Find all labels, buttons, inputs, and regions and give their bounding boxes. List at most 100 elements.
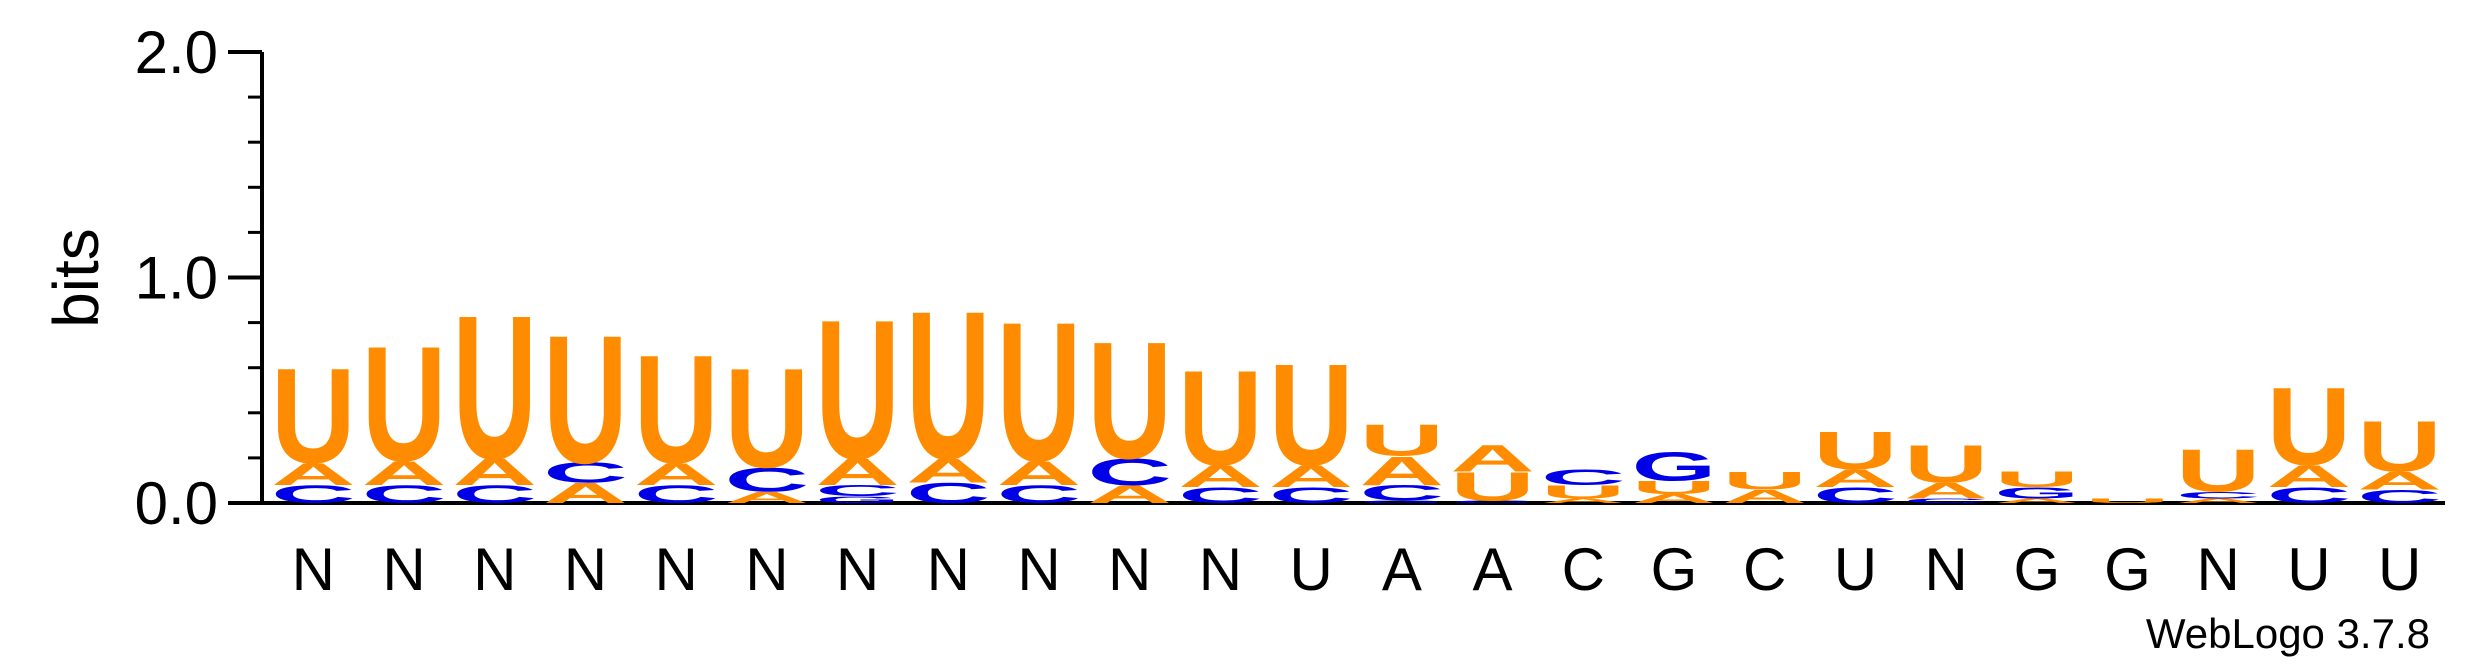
- logo-letter: C: [815, 482, 900, 500]
- logo-letter: U: [1360, 416, 1445, 465]
- logo-column: AU: [1722, 467, 1807, 507]
- x-position-label: N: [927, 536, 970, 603]
- logo-letter: A: [1269, 459, 1354, 494]
- logo-letter: C: [2176, 490, 2261, 501]
- logo-letter: C: [1087, 451, 1172, 493]
- logo-column: CAU: [2357, 406, 2442, 507]
- logo-letter: U: [362, 313, 447, 496]
- logo-letter: U: [271, 339, 356, 491]
- logo-column: CAU: [1904, 435, 1989, 505]
- logo-letter: A: [1904, 479, 1989, 504]
- logo-letter: U: [1632, 477, 1717, 498]
- logo-letter: U: [1904, 435, 1989, 495]
- y-tick-label: 1.0: [135, 245, 218, 312]
- x-position-label: N: [1199, 536, 1242, 603]
- logo-letter: A: [2357, 467, 2442, 495]
- logo-letter: G: [1994, 485, 2079, 502]
- logo-column: CAU: [1178, 342, 1263, 508]
- x-position-label: N: [564, 536, 607, 603]
- y-axis: 0.0 1.0 2.0: [135, 19, 2445, 537]
- logo-letter: C: [997, 480, 1082, 508]
- logo-letter: C: [1360, 481, 1445, 506]
- x-position-label: N: [1924, 536, 1967, 603]
- x-position-label: G: [1651, 536, 1698, 603]
- logo-letter: U: [1178, 342, 1263, 494]
- logo-letter: U: [1269, 334, 1354, 496]
- x-position-label: N: [2197, 536, 2240, 603]
- x-position-label: N: [473, 536, 516, 603]
- logo-letter: G: [815, 495, 900, 506]
- logo-column: CAU: [1813, 421, 1898, 508]
- logo-letter: A: [1360, 448, 1445, 494]
- logo-letter: A: [1632, 492, 1717, 506]
- logo-letter: A: [815, 451, 900, 493]
- logo-column: CAU: [452, 274, 537, 509]
- logo-column: U: [2085, 497, 2170, 504]
- y-tick-label: 0.0: [135, 470, 218, 537]
- logo-letter: U: [1813, 421, 1898, 481]
- logo-letter: C: [1541, 465, 1626, 490]
- logo-letter: C: [2357, 486, 2442, 507]
- logo-letter: U: [906, 268, 991, 504]
- logo-letter: A: [725, 489, 810, 507]
- y-axis-label: bits: [40, 228, 112, 328]
- logo-letter: A: [1994, 497, 2079, 504]
- x-position-label: C: [1562, 536, 1605, 603]
- logo-column: ACU: [2176, 438, 2261, 505]
- logo-column: CAU: [997, 280, 1082, 508]
- logo-letter: C: [634, 480, 719, 508]
- x-position-label: U: [2287, 536, 2330, 603]
- logo-letter: C: [452, 480, 537, 508]
- logo-letter: G: [1360, 500, 1445, 504]
- logo-letter: U: [815, 278, 900, 501]
- logo-column: ACU: [543, 297, 628, 509]
- logo-column: CUA: [1450, 438, 1535, 510]
- x-position-label: N: [745, 536, 788, 603]
- logo-letter: U: [1541, 481, 1626, 502]
- x-position-label: N: [1108, 536, 1151, 603]
- x-position-label: N: [655, 536, 698, 603]
- logo-letter: C: [543, 457, 628, 489]
- x-position-label: A: [1473, 536, 1513, 603]
- logo-column: CAU: [634, 324, 719, 508]
- logo-letter: U: [2357, 406, 2442, 487]
- logo-letter: U: [997, 280, 1082, 503]
- logo-letter: A: [1178, 459, 1263, 494]
- x-position-label: N: [836, 536, 879, 603]
- x-position-label: N: [382, 536, 425, 603]
- logo-letter: U: [543, 297, 628, 502]
- logo-column: ACU: [725, 338, 810, 506]
- logo-column: CAU: [1269, 334, 1354, 508]
- logo-letter: U: [1087, 306, 1172, 493]
- logo-letter: C: [1904, 497, 1989, 504]
- logo-letter: C: [1450, 500, 1535, 504]
- logo-letter: U: [2176, 438, 2261, 505]
- logo-letter: A: [634, 457, 719, 492]
- x-position-label: U: [1834, 536, 1877, 603]
- x-position-label: G: [2104, 536, 2151, 603]
- x-position-label: U: [2378, 536, 2421, 603]
- logo-letter: U: [2267, 366, 2352, 489]
- logo-letter: A: [906, 452, 991, 490]
- logo-letter: A: [2267, 459, 2352, 494]
- logo-letter: A: [1813, 464, 1898, 492]
- logo-letter: A: [452, 451, 537, 493]
- x-position-label: G: [2013, 536, 2060, 603]
- logo-letter: A: [1087, 480, 1172, 508]
- logo-letter: A: [271, 457, 356, 492]
- logo-letter: A: [2176, 497, 2261, 504]
- logo-column: CAU: [906, 268, 991, 510]
- x-position-label: N: [292, 536, 335, 603]
- logo-letter: U: [725, 338, 810, 497]
- x-position-label: C: [1743, 536, 1786, 603]
- y-tick-label: 2.0: [135, 19, 218, 86]
- logo-letter: U: [1994, 467, 2079, 492]
- logo-letter: C: [906, 478, 991, 510]
- logo-letter: U: [634, 324, 719, 496]
- logo-letter: C: [1269, 483, 1354, 508]
